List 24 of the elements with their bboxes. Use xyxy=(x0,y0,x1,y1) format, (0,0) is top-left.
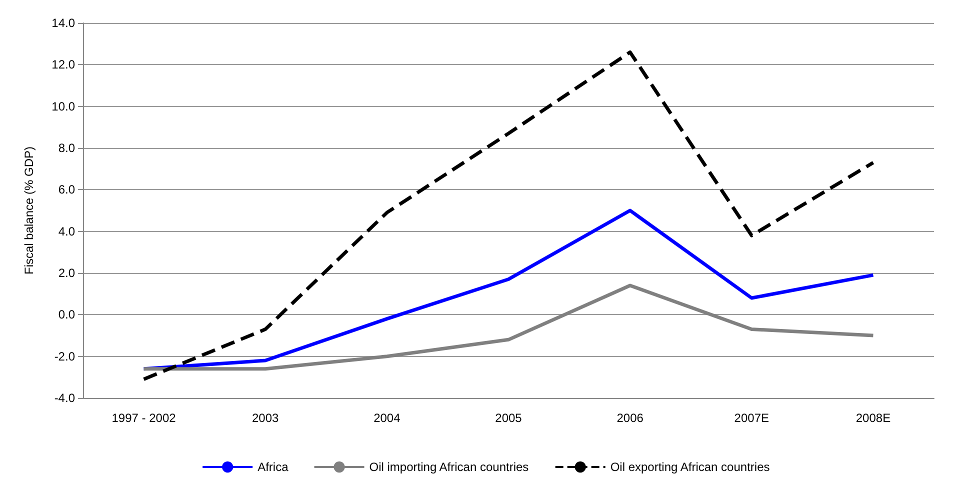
legend-label: Africa xyxy=(258,460,289,474)
x-tick-label: 2008E xyxy=(856,411,891,425)
y-tick-label: -4.0 xyxy=(54,391,76,405)
y-tick-label: 2.0 xyxy=(58,266,76,280)
y-tick-label: 6.0 xyxy=(58,182,76,197)
y-tick-label: 10.0 xyxy=(52,99,76,114)
legend-label: Oil exporting African countries xyxy=(610,460,770,474)
y-tick-label: 4.0 xyxy=(58,224,76,238)
y-tick-label: 8.0 xyxy=(58,141,76,155)
line-series xyxy=(142,208,875,371)
x-tick-label: 2003 xyxy=(252,411,280,425)
y-tick-label: 0.0 xyxy=(58,308,76,322)
legend-label: Oil importing African countries xyxy=(369,460,529,474)
x-tick-label: 2005 xyxy=(495,411,522,425)
x-tick-label: 2006 xyxy=(616,411,644,425)
y-tick-label: -2.0 xyxy=(54,349,76,364)
y-axis-title: Fiscal balance (% GDP) xyxy=(22,146,36,275)
x-tick-label: 2004 xyxy=(374,411,401,425)
line-series xyxy=(142,50,875,381)
line-series xyxy=(142,284,875,371)
y-tick-label: 12.0 xyxy=(52,58,76,72)
y-tick-label: 14.0 xyxy=(52,16,76,30)
x-tick-label: 2007E xyxy=(734,411,769,425)
x-tick-label: 1997 - 2002 xyxy=(112,411,176,425)
